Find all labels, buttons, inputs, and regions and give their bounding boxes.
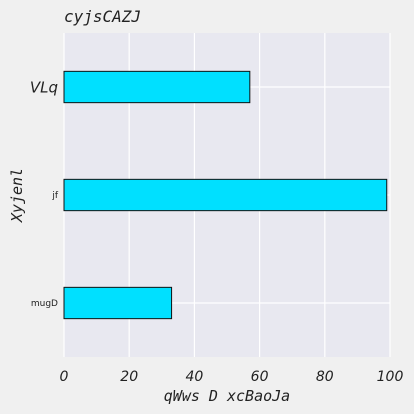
- x-axis-ticks: 0 20 40 60 80 100: [60, 369, 404, 385]
- x-tick-label: 20: [120, 369, 138, 385]
- bars: [63, 70, 388, 320]
- x-tick-label: 80: [316, 369, 334, 385]
- x-tick-label: 0: [60, 369, 69, 385]
- x-tick-label: 40: [185, 369, 203, 385]
- chart-title: cyjsCAZJ: [64, 7, 141, 26]
- y-tick-label: mugD: [31, 299, 58, 309]
- x-tick-label: 100: [377, 369, 404, 385]
- y-tick-label: jf: [51, 191, 59, 201]
- x-axis-label: qWws D xcBaoJa: [164, 387, 290, 405]
- y-axis-ticks: VLq jf mugD: [30, 78, 59, 309]
- bar-mugD: [63, 286, 173, 320]
- y-axis-label: Xyjenl: [8, 168, 26, 223]
- bar-jf: [63, 178, 388, 212]
- y-tick-label: VLq: [30, 78, 58, 96]
- x-tick-label: 60: [251, 369, 269, 385]
- bar-VLq: [63, 70, 251, 104]
